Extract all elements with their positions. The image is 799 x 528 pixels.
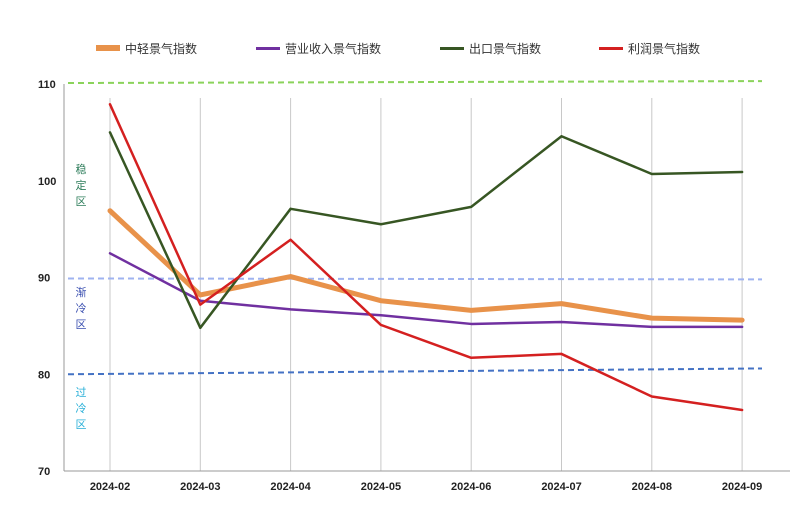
series-3-point-2024-03 xyxy=(199,326,202,329)
zone-stable-char-1: 稳 xyxy=(75,163,87,176)
legend-item-export: 出口景气指数 xyxy=(440,38,541,58)
x-tick-2024-04: 2024-04 xyxy=(270,481,311,493)
series-2-point-2024-04 xyxy=(289,308,292,311)
reference-line-80 xyxy=(67,367,763,376)
series-4-point-2024-04 xyxy=(289,238,292,241)
zone-stable-char-3: 区 xyxy=(75,195,87,208)
series-3-point-2024-08 xyxy=(650,172,653,175)
y-tick-70: 70 xyxy=(38,466,50,478)
zone-label-cooling: 渐 冷 区 xyxy=(70,285,92,333)
zone-label-overcool: 过 冷 区 xyxy=(70,385,92,433)
gridlines xyxy=(109,98,743,471)
legend: 中轻景气指数 营业收入景气指数 出口景气指数 利润景气指数 xyxy=(0,38,799,58)
axes xyxy=(63,84,790,472)
series-1-point-2024-07 xyxy=(560,302,563,305)
legend-item-revenue: 营业收入景气指数 xyxy=(256,38,381,58)
series-1-point-2024-09 xyxy=(741,319,744,322)
series-1-point-2024-05 xyxy=(379,299,382,302)
series-1-point-2024-03 xyxy=(199,293,202,296)
series-1-point-2024-06 xyxy=(470,309,473,312)
legend-label-revenue: 营业收入景气指数 xyxy=(285,41,382,56)
series-2-point-2024-02 xyxy=(109,252,111,255)
series-4-point-2024-05 xyxy=(379,323,382,326)
series-2-point-2024-08 xyxy=(650,325,653,328)
series-lines xyxy=(107,103,745,412)
y-tick-110: 110 xyxy=(38,79,56,91)
legend-item-light-industry: 中轻景气指数 xyxy=(96,38,197,58)
series-4-point-2024-07 xyxy=(560,352,563,355)
series-3-point-2024-09 xyxy=(741,171,744,174)
zone-overcool-char-3: 区 xyxy=(75,418,87,431)
x-tick-2024-03: 2024-03 xyxy=(180,481,220,493)
series-2-point-2024-05 xyxy=(379,314,382,317)
legend-swatch-export xyxy=(440,46,464,50)
legend-label-export: 出口景气指数 xyxy=(469,41,542,56)
tick-labels: 70 80 90 100 110 2024-02 2024-03 2024-04 2024-05… xyxy=(38,79,762,493)
x-tick-2024-05: 2024-05 xyxy=(361,481,401,493)
series-4-point-2024-09 xyxy=(741,409,744,412)
reference-line-90 xyxy=(67,277,763,281)
x-tick-2024-08: 2024-08 xyxy=(632,481,672,493)
legend-label-profit: 利润景气指数 xyxy=(628,41,701,56)
series-3-point-2024-06 xyxy=(470,205,473,208)
series-1-point-2024-08 xyxy=(650,317,653,320)
legend-swatch-light-industry xyxy=(96,45,120,51)
y-tick-100: 100 xyxy=(38,176,56,188)
x-tick-2024-09: 2024-09 xyxy=(722,481,762,493)
x-tick-2024-06: 2024-06 xyxy=(451,481,491,493)
legend-item-profit: 利润景气指数 xyxy=(599,38,700,58)
series-line-3 xyxy=(108,131,744,330)
series-4-point-2024-02 xyxy=(109,103,111,106)
reference-line-110 xyxy=(67,80,763,85)
y-tick-80: 80 xyxy=(38,369,50,381)
zone-cooling-char-2: 冷 xyxy=(75,302,87,315)
zone-label-stable: 稳 定 区 xyxy=(70,162,92,210)
zone-overcool-char-2: 冷 xyxy=(75,402,87,415)
series-line-2 xyxy=(108,252,744,329)
y-tick-90: 90 xyxy=(38,273,50,285)
series-line-4 xyxy=(108,103,744,412)
reference-lines xyxy=(67,80,763,376)
series-3-point-2024-05 xyxy=(379,223,382,226)
x-tick-2024-07: 2024-07 xyxy=(541,481,581,493)
series-1-point-2024-04 xyxy=(289,275,292,278)
series-4-point-2024-03 xyxy=(199,303,202,306)
series-1-point-2024-02 xyxy=(109,209,111,212)
zone-cooling-char-1: 渐 xyxy=(75,286,87,299)
series-3-point-2024-07 xyxy=(560,135,563,138)
legend-label-light-industry: 中轻景气指数 xyxy=(125,41,198,56)
series-3-point-2024-04 xyxy=(289,207,292,210)
legend-swatch-revenue xyxy=(256,46,280,50)
zone-stable-char-2: 定 xyxy=(75,179,87,192)
zone-overcool-char-1: 过 xyxy=(75,386,87,399)
series-2-point-2024-07 xyxy=(560,321,563,324)
zone-cooling-char-3: 区 xyxy=(75,318,87,331)
series-4-point-2024-06 xyxy=(470,356,473,359)
legend-swatch-profit xyxy=(599,46,623,50)
series-line-1 xyxy=(107,208,745,323)
series-2-point-2024-06 xyxy=(470,322,473,325)
series-2-point-2024-09 xyxy=(741,325,744,328)
series-3-point-2024-02 xyxy=(109,131,111,134)
series-4-point-2024-08 xyxy=(650,395,653,398)
x-tick-2024-02: 2024-02 xyxy=(90,481,130,493)
